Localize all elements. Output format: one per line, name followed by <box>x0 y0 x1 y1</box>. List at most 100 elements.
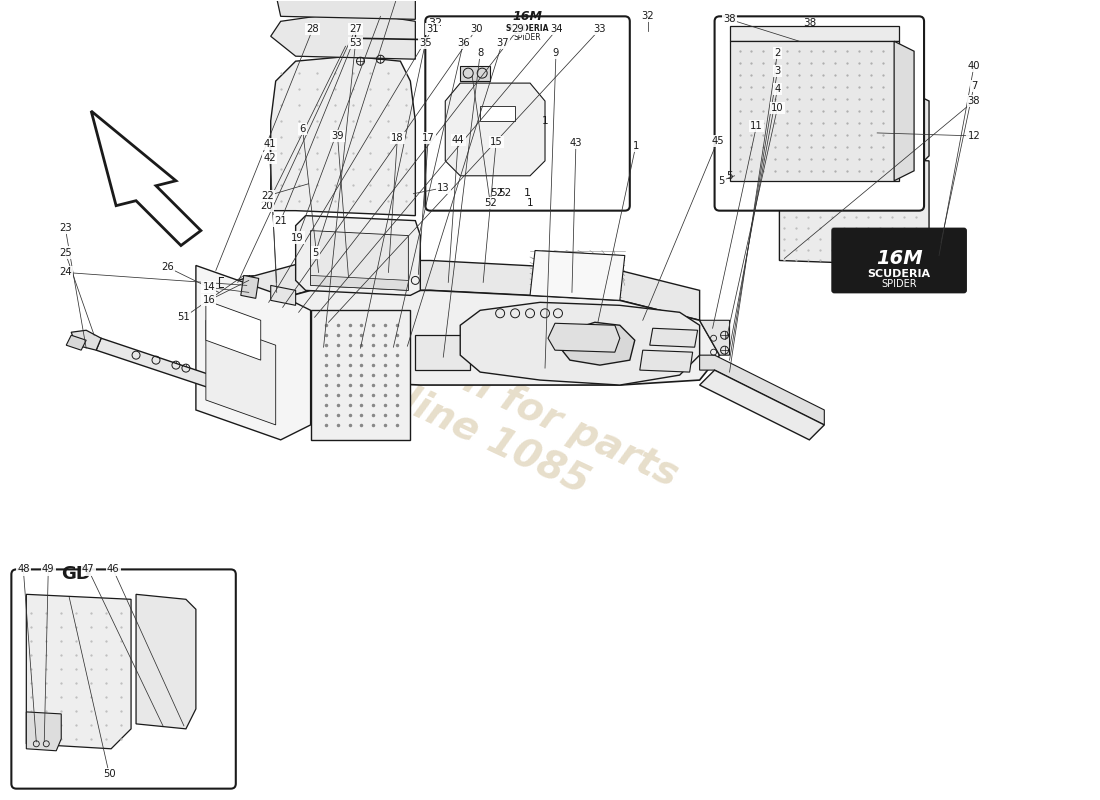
Polygon shape <box>296 216 420 295</box>
Text: 52: 52 <box>498 188 512 198</box>
Polygon shape <box>729 26 899 42</box>
Text: 35: 35 <box>419 38 431 48</box>
Text: 1: 1 <box>524 188 530 198</box>
Text: 29: 29 <box>512 24 525 34</box>
Text: 10: 10 <box>771 103 783 113</box>
Polygon shape <box>271 11 416 59</box>
Text: 17: 17 <box>422 133 435 143</box>
Polygon shape <box>271 56 416 216</box>
Text: 24: 24 <box>59 267 72 278</box>
Polygon shape <box>196 266 310 440</box>
Polygon shape <box>241 275 258 298</box>
Polygon shape <box>136 594 196 729</box>
Text: 19: 19 <box>292 233 304 242</box>
Text: 43: 43 <box>570 138 582 148</box>
Text: 3: 3 <box>774 66 781 76</box>
Text: 36: 36 <box>456 38 470 48</box>
Polygon shape <box>460 302 700 385</box>
FancyBboxPatch shape <box>426 16 630 210</box>
Polygon shape <box>481 106 515 121</box>
Text: 50: 50 <box>102 769 116 778</box>
Polygon shape <box>416 335 470 370</box>
Text: 30: 30 <box>470 24 483 34</box>
Text: 15: 15 <box>490 137 503 147</box>
Polygon shape <box>276 0 416 19</box>
Text: 2: 2 <box>774 48 781 58</box>
Polygon shape <box>700 320 729 355</box>
Text: 45: 45 <box>712 136 724 146</box>
Text: 8: 8 <box>477 48 483 58</box>
Text: 52: 52 <box>484 198 496 208</box>
Text: 26: 26 <box>162 262 174 273</box>
Text: 9: 9 <box>553 48 559 58</box>
Text: 49: 49 <box>42 565 55 574</box>
Polygon shape <box>446 83 544 176</box>
Text: a passion for parts
online 1085: a passion for parts online 1085 <box>276 286 684 534</box>
Text: SPIDER: SPIDER <box>514 33 541 42</box>
Polygon shape <box>271 286 296 306</box>
Text: 16: 16 <box>202 295 216 306</box>
Text: 38: 38 <box>803 18 816 28</box>
Text: 28: 28 <box>306 24 319 34</box>
Polygon shape <box>26 594 131 749</box>
Text: 12: 12 <box>968 131 980 141</box>
Text: 5: 5 <box>312 247 319 258</box>
Polygon shape <box>780 156 930 266</box>
Polygon shape <box>700 370 824 440</box>
Text: 16M: 16M <box>513 10 542 23</box>
Polygon shape <box>206 320 276 425</box>
Text: SCUDERIA: SCUDERIA <box>505 24 549 33</box>
FancyBboxPatch shape <box>11 570 235 789</box>
Text: 32: 32 <box>641 11 654 22</box>
Polygon shape <box>894 42 914 181</box>
Text: 13: 13 <box>437 182 450 193</box>
Text: 52: 52 <box>491 188 504 198</box>
Polygon shape <box>700 355 824 425</box>
Text: 1: 1 <box>632 141 639 151</box>
Text: 20: 20 <box>261 201 273 210</box>
Text: 42: 42 <box>263 153 276 163</box>
Text: 4: 4 <box>774 84 781 94</box>
Text: SCUDERIA: SCUDERIA <box>868 270 931 279</box>
Text: 16M: 16M <box>876 249 923 268</box>
Text: 25: 25 <box>59 247 72 258</box>
Polygon shape <box>548 323 619 352</box>
Polygon shape <box>729 42 899 181</box>
Polygon shape <box>790 93 930 161</box>
Text: 40: 40 <box>968 61 980 71</box>
Text: 47: 47 <box>81 565 95 574</box>
Polygon shape <box>460 66 491 81</box>
Text: 37: 37 <box>496 38 508 48</box>
Text: 38: 38 <box>968 96 980 106</box>
FancyBboxPatch shape <box>832 228 967 294</box>
Text: 31: 31 <box>426 24 439 34</box>
Polygon shape <box>310 310 410 440</box>
Polygon shape <box>201 261 700 320</box>
Text: 46: 46 <box>107 565 120 574</box>
Text: 53: 53 <box>349 38 362 48</box>
Polygon shape <box>650 328 697 347</box>
Text: 48: 48 <box>18 565 30 574</box>
Polygon shape <box>91 111 201 246</box>
Text: SPIDER: SPIDER <box>881 279 917 290</box>
Text: 11: 11 <box>750 121 763 131</box>
Polygon shape <box>72 330 101 350</box>
Polygon shape <box>530 250 625 300</box>
Polygon shape <box>26 712 62 750</box>
Text: 22: 22 <box>262 190 274 201</box>
Text: 34: 34 <box>551 24 563 34</box>
Text: 5: 5 <box>726 170 733 181</box>
Polygon shape <box>206 300 261 360</box>
Text: 39: 39 <box>331 131 344 141</box>
Text: 51: 51 <box>177 312 190 322</box>
Polygon shape <box>640 350 693 372</box>
FancyBboxPatch shape <box>715 16 924 210</box>
Text: 41: 41 <box>263 139 276 149</box>
Text: 33: 33 <box>594 24 606 34</box>
Polygon shape <box>201 320 310 380</box>
Text: 27: 27 <box>349 24 362 34</box>
Polygon shape <box>96 338 241 395</box>
Text: 32: 32 <box>428 18 442 28</box>
Polygon shape <box>310 230 408 290</box>
Text: 5: 5 <box>718 176 725 186</box>
